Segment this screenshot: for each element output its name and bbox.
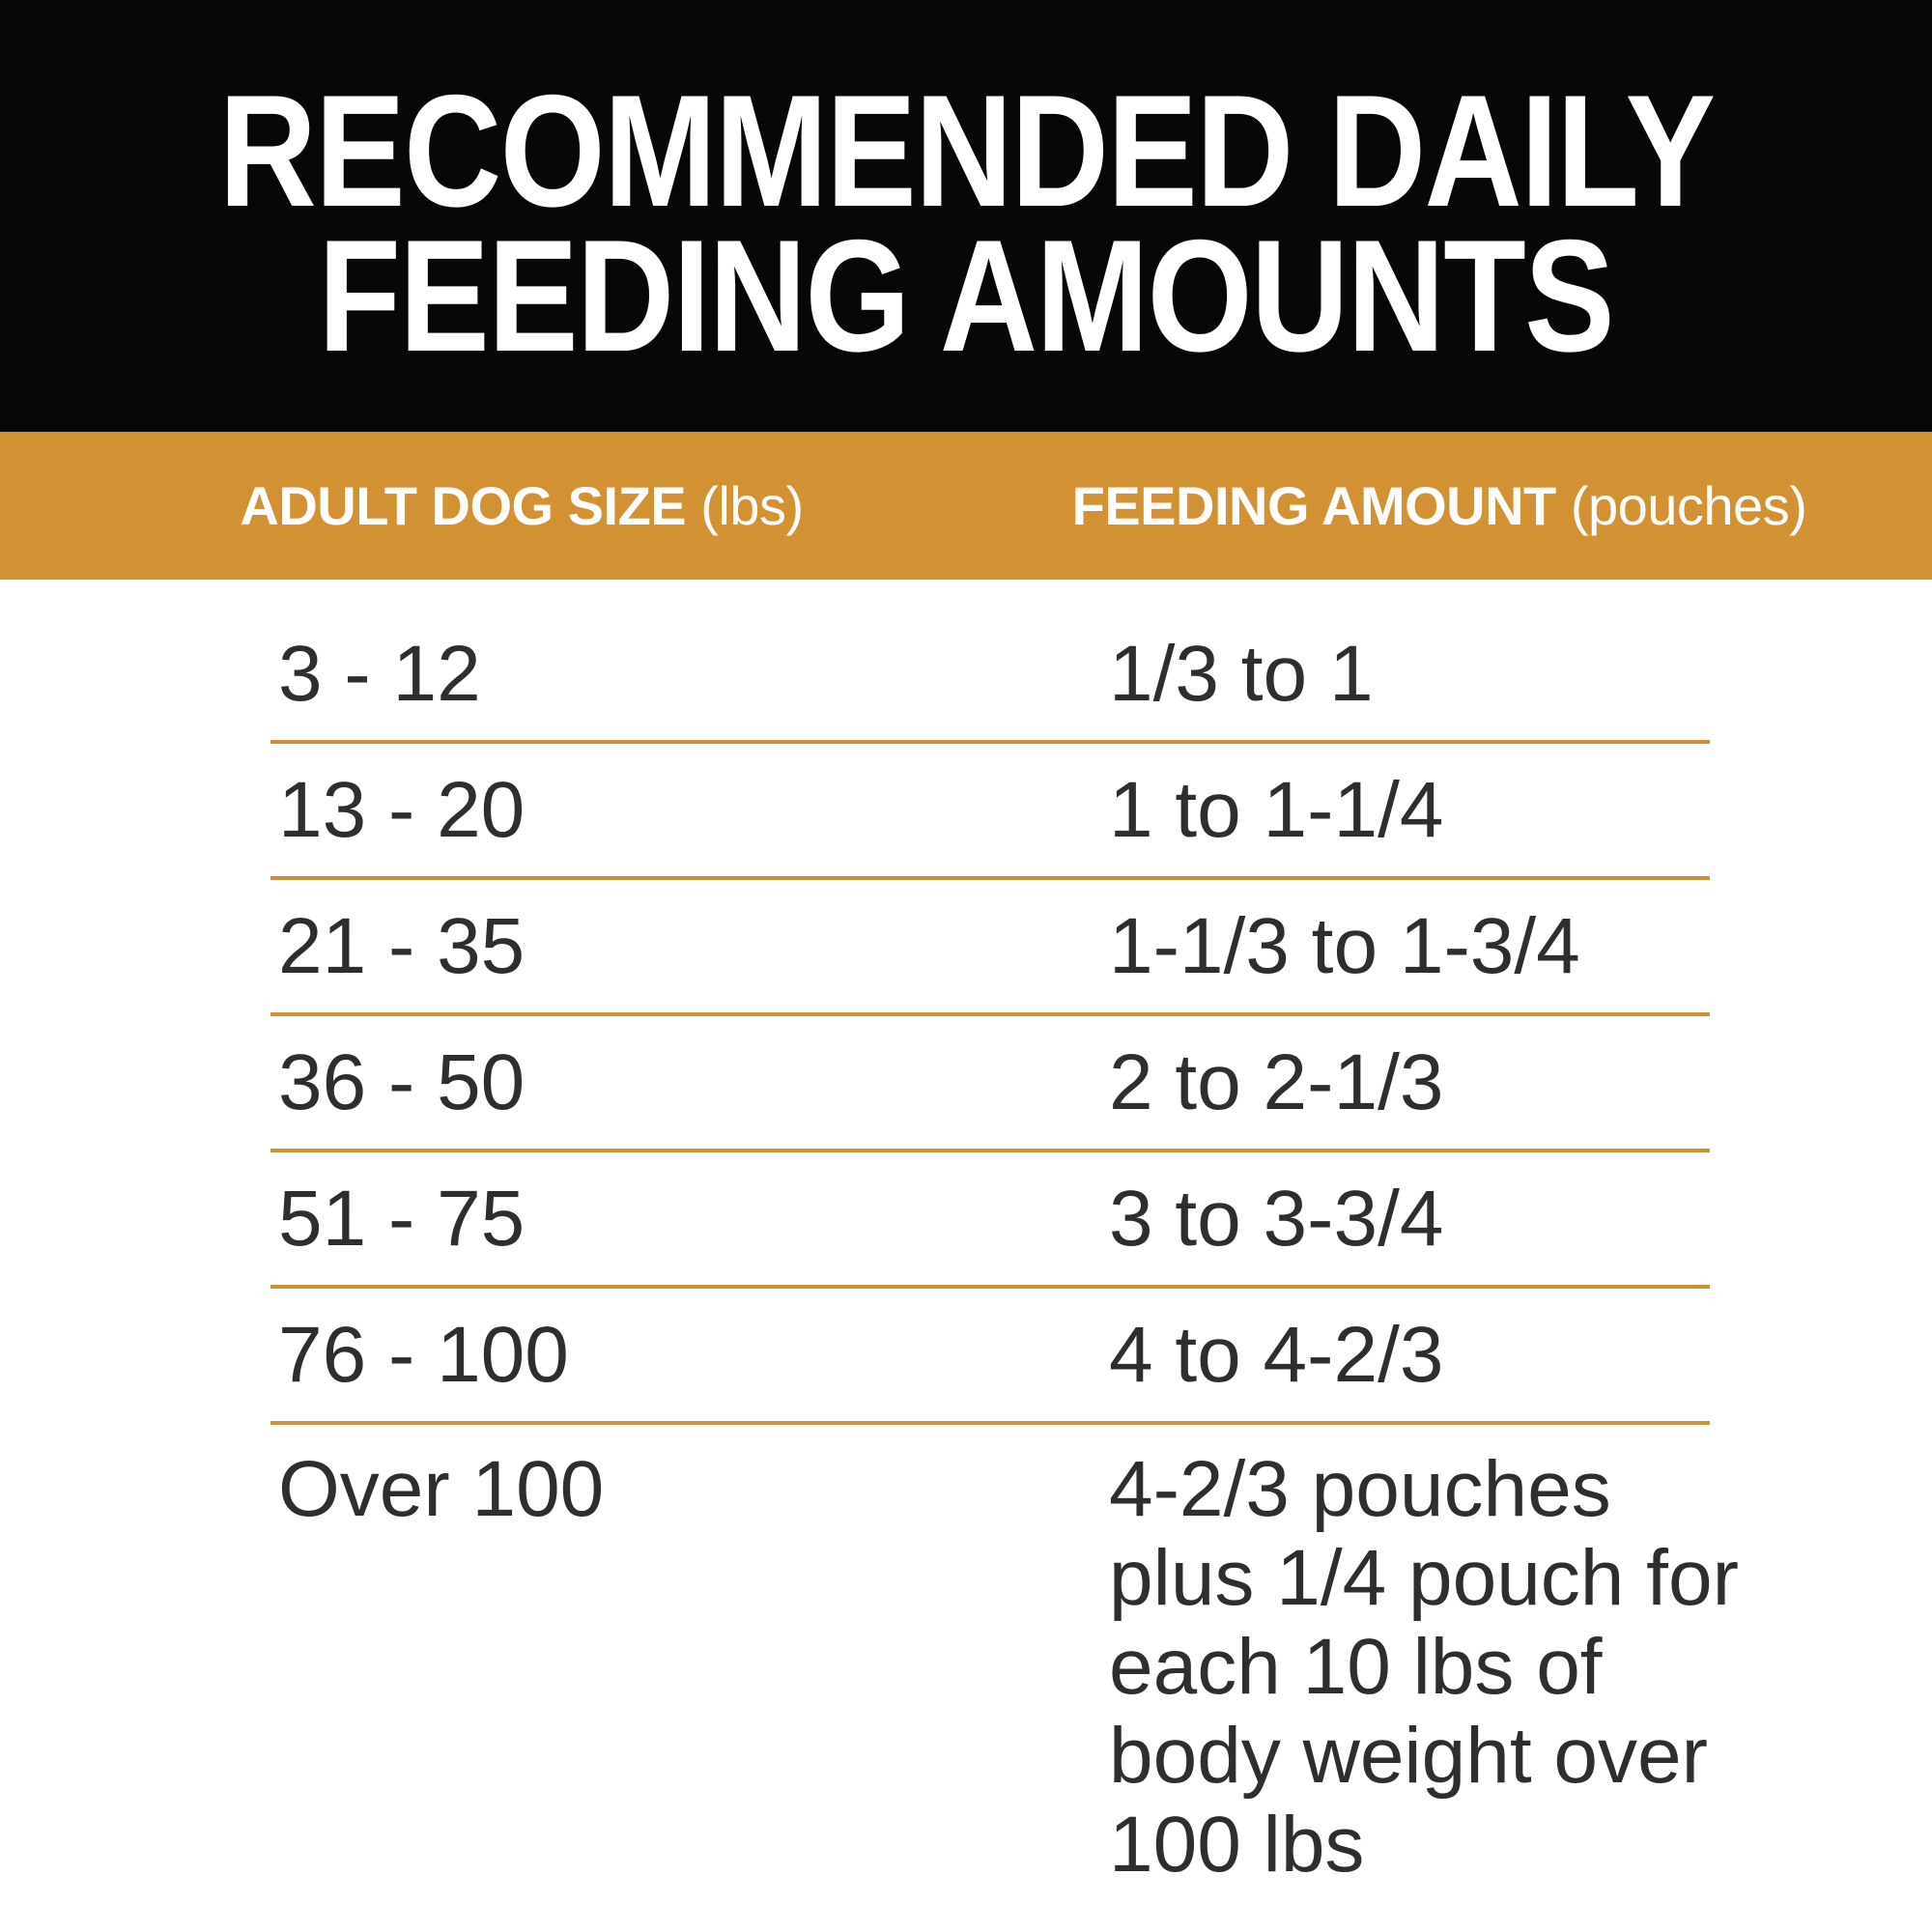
row-divider: [270, 1285, 1710, 1289]
dog-size-header-unit: (lbs): [700, 475, 804, 536]
row-divider: [270, 1012, 1710, 1016]
title-band: RECOMMENDED DAILY FEEDING AMOUNTS: [0, 0, 1932, 432]
feeding-amount-cell: 4 to 4-2/3: [1109, 1310, 1444, 1399]
row-divider: [270, 876, 1710, 880]
dog-size-cell: 36 - 50: [278, 1037, 526, 1126]
dog-size-cell: 51 - 75: [278, 1174, 526, 1263]
table-row: 13 - 20 1 to 1-1/4: [270, 744, 1884, 876]
feeding-amount-cell: 4-2/3 pouches plus 1/4 pouch for each 10…: [1109, 1445, 1739, 1889]
feeding-amount-cell: 3 to 3-3/4: [1109, 1174, 1444, 1263]
page-title-line-2: FEEDING AMOUNTS: [318, 206, 1615, 384]
dog-size-cell: 3 - 12: [278, 629, 481, 718]
column-header-feeding-amount: FEEDING AMOUNT (pouches): [995, 474, 1884, 537]
feeding-amount-cell: 1-1/3 to 1-3/4: [1109, 901, 1580, 990]
column-header-dog-size: ADULT DOG SIZE (lbs): [145, 474, 898, 537]
dog-size-header-label: ADULT DOG SIZE: [240, 475, 687, 536]
table-row: 51 - 75 3 to 3-3/4: [270, 1152, 1884, 1285]
feeding-amount-cell: 2 to 2-1/3: [1109, 1037, 1444, 1126]
feeding-amount-cell: 1/3 to 1: [1109, 629, 1374, 718]
row-divider: [270, 740, 1710, 744]
table-row: 36 - 50 2 to 2-1/3: [270, 1016, 1884, 1149]
table-row: 21 - 35 1-1/3 to 1-3/4: [270, 880, 1884, 1012]
table-row: 3 - 12 1/3 to 1: [270, 608, 1884, 740]
feeding-amount-header-label: FEEDING AMOUNT: [1071, 475, 1557, 536]
page-title-line-1: RECOMMENDED DAILY: [218, 61, 1715, 240]
feeding-amount-cell: 1 to 1-1/4: [1109, 765, 1444, 854]
row-divider: [270, 1149, 1710, 1152]
column-header-band: ADULT DOG SIZE (lbs) FEEDING AMOUNT (pou…: [0, 432, 1932, 580]
dog-size-cell: Over 100: [278, 1445, 605, 1533]
feeding-amount-header-unit: (pouches): [1570, 475, 1807, 536]
table-row: Over 100 4-2/3 pouches plus 1/4 pouch fo…: [270, 1425, 1884, 1889]
row-divider: [270, 1421, 1710, 1425]
feeding-table: 3 - 12 1/3 to 1 13 - 20 1 to 1-1/4 21 - …: [270, 580, 1884, 1889]
dog-size-cell: 21 - 35: [278, 901, 526, 990]
dog-size-cell: 76 - 100: [278, 1310, 569, 1399]
table-row: 76 - 100 4 to 4-2/3: [270, 1289, 1884, 1421]
dog-size-cell: 13 - 20: [278, 765, 526, 854]
